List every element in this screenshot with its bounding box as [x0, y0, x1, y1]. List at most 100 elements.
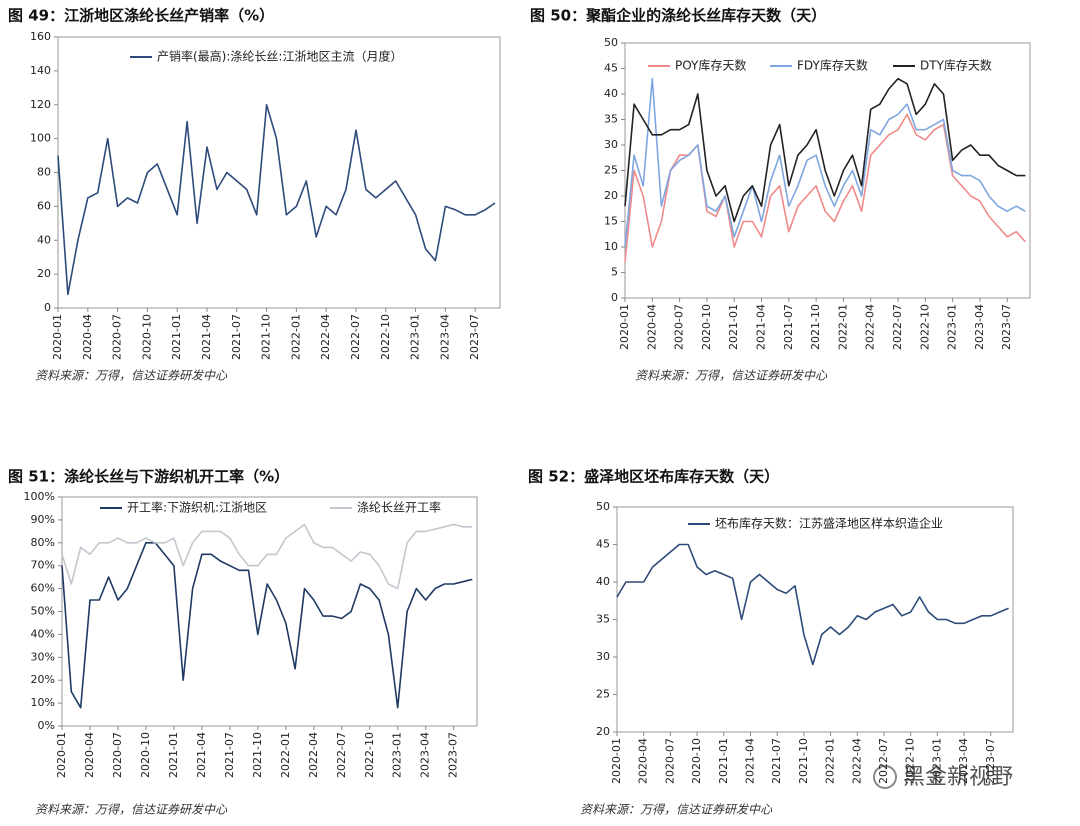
x-tick-label: 2020-10	[700, 304, 713, 350]
y-tick-label: 20	[596, 725, 610, 738]
x-tick-label: 2021-10	[809, 304, 822, 350]
source-note: 资料来源：万得，信达证券研发中心	[35, 803, 228, 817]
x-tick-label: 2022-04	[850, 738, 863, 784]
x-tick-label: 2023-04	[957, 738, 970, 784]
y-tick-label: 40%	[31, 627, 55, 640]
series-line	[616, 543, 1009, 666]
y-tick-label: 80%	[31, 536, 55, 549]
x-tick-label: 2022-04	[864, 304, 877, 350]
y-tick-label: 30%	[31, 650, 55, 663]
x-tick-label: 2022-10	[918, 304, 931, 350]
x-tick-label: 2023-04	[419, 732, 432, 778]
y-tick-label: 20	[604, 189, 618, 202]
y-tick-label: 0	[44, 301, 51, 314]
legend-label: 涤纶长丝开工率	[357, 500, 441, 515]
x-tick-label: 2020-10	[139, 732, 152, 778]
y-tick-label: 15	[604, 215, 618, 228]
x-tick-label: 2022-07	[891, 304, 904, 350]
y-tick-label: 35	[604, 113, 618, 126]
x-tick-label: 2021-04	[195, 732, 208, 778]
legend-label: 坯布库存天数：江苏盛泽地区样本织造企业	[715, 516, 943, 531]
x-tick-label: 2020-07	[111, 314, 124, 360]
y-tick-label: 20	[37, 267, 51, 280]
x-tick-label: 2022-07	[877, 738, 890, 784]
y-tick-label: 50%	[31, 605, 55, 618]
x-tick-label: 2022-01	[289, 314, 302, 360]
x-tick-label: 2020-01	[610, 738, 623, 784]
x-tick-label: 2021-04	[743, 738, 756, 784]
watermark-icon	[873, 765, 897, 789]
x-tick-label: 2022-10	[363, 732, 376, 778]
y-tick-label: 40	[596, 575, 610, 588]
x-tick-label: 2021-07	[223, 732, 236, 778]
x-tick-label: 2020-07	[111, 732, 124, 778]
x-tick-label: 2021-01	[717, 738, 730, 784]
x-tick-label: 2020-07	[663, 738, 676, 784]
x-tick-label: 2020-01	[55, 732, 68, 778]
y-tick-label: 45	[596, 538, 610, 551]
y-tick-label: 45	[604, 62, 618, 75]
y-tick-label: 25	[604, 164, 618, 177]
watermark: 黑金新视野	[903, 765, 1013, 790]
x-tick-label: 2021-04	[200, 314, 213, 360]
x-tick-label: 2020-01	[618, 304, 631, 350]
legend-label: POY库存天数	[675, 58, 746, 73]
x-tick-label: 2023-01	[946, 304, 959, 350]
x-tick-label: 2023-07	[468, 314, 481, 360]
y-tick-label: 10%	[31, 696, 55, 709]
x-tick-label: 2022-04	[307, 732, 320, 778]
x-tick-label: 2022-07	[349, 314, 362, 360]
x-tick-label: 2020-04	[645, 304, 658, 350]
series-line	[624, 77, 1026, 223]
y-tick-label: 50	[596, 500, 610, 513]
x-tick-label: 2021-07	[770, 738, 783, 784]
legend-label: 产销率(最高):涤纶长丝:江浙地区主流（月度）	[157, 49, 402, 64]
y-tick-label: 40	[37, 233, 51, 246]
legend-label: DTY库存天数	[920, 58, 992, 73]
x-tick-label: 2021-10	[251, 732, 264, 778]
chart-title: 图 49：江浙地区涤纶长丝产销率（%）	[8, 7, 274, 25]
x-tick-label: 2023-01	[409, 314, 422, 360]
x-tick-label: 2020-01	[51, 314, 64, 360]
chart-title: 图 52：盛泽地区坯布库存天数（天）	[528, 468, 779, 486]
x-tick-label: 2022-01	[836, 304, 849, 350]
y-tick-label: 10	[604, 240, 618, 253]
x-tick-label: 2020-07	[673, 304, 686, 350]
x-tick-label: 2023-04	[438, 314, 451, 360]
x-tick-label: 2022-10	[904, 738, 917, 784]
x-tick-label: 2023-01	[930, 738, 943, 784]
x-tick-label: 2023-07	[447, 732, 460, 778]
series-line	[624, 77, 1026, 248]
x-tick-label: 2020-10	[140, 314, 153, 360]
legend-label: 开工率:下游织机:江浙地区	[127, 500, 267, 515]
x-tick-label: 2021-04	[755, 304, 768, 350]
x-tick-label: 2020-10	[690, 738, 703, 784]
x-tick-label: 2021-01	[170, 314, 183, 360]
y-tick-label: 5	[611, 266, 618, 279]
legend-label: FDY库存天数	[797, 58, 868, 73]
y-tick-label: 70%	[31, 559, 55, 572]
x-tick-label: 2021-10	[797, 738, 810, 784]
y-tick-label: 25	[596, 688, 610, 701]
chart-title: 图 50：聚酯企业的涤纶长丝库存天数（天）	[530, 7, 826, 25]
x-tick-label: 2022-10	[379, 314, 392, 360]
series-line	[61, 542, 473, 709]
x-tick-label: 2020-04	[81, 314, 94, 360]
y-tick-label: 100	[30, 132, 51, 145]
x-tick-label: 2021-07	[230, 314, 243, 360]
source-note: 资料来源：万得，信达证券研发中心	[35, 369, 228, 383]
x-tick-label: 2022-07	[335, 732, 348, 778]
y-tick-label: 20%	[31, 673, 55, 686]
x-tick-label: 2021-01	[727, 304, 740, 350]
x-tick-label: 2022-01	[279, 732, 292, 778]
x-tick-label: 2023-01	[391, 732, 404, 778]
x-tick-label: 2021-07	[782, 304, 795, 350]
y-tick-label: 100%	[24, 490, 55, 503]
y-tick-label: 50	[604, 36, 618, 49]
y-tick-label: 160	[30, 30, 51, 43]
x-tick-label: 2022-01	[824, 738, 837, 784]
chart-title: 图 51：涤纶长丝与下游织机开工率（%）	[8, 468, 289, 486]
y-tick-label: 80	[37, 166, 51, 179]
